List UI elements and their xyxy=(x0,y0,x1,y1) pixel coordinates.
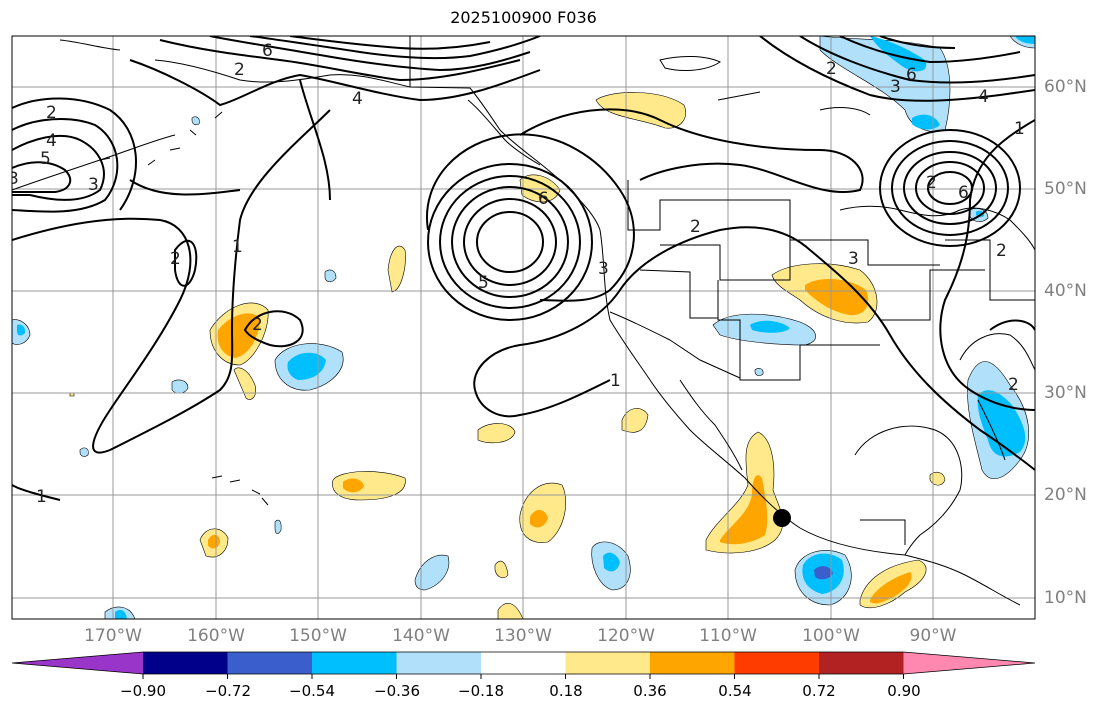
colorbar-tick-label: 0.36 xyxy=(633,682,667,700)
contour-label-2-h: 2 xyxy=(996,241,1007,261)
colorbar-tick-label: −0.54 xyxy=(289,682,335,700)
colorbar-segment xyxy=(819,652,904,674)
colorbar-segment xyxy=(734,652,820,674)
contour-label-4-b: 4 xyxy=(46,131,57,151)
colorbar-tick-label: 0.54 xyxy=(718,682,752,700)
lat-label-40n: 40°N xyxy=(1044,281,1087,301)
colorbar-segment xyxy=(481,652,566,674)
contour-label-6-a: 6 xyxy=(262,41,273,61)
shading-negative-strong xyxy=(814,566,833,580)
colorbar-extend-min xyxy=(12,652,143,674)
contour-label-3-c: 3 xyxy=(598,259,609,279)
colorbar-extend-max xyxy=(903,652,1035,674)
lon-label-160w: 160°W xyxy=(187,626,245,646)
contour-label-6-d: 6 xyxy=(958,183,969,203)
colorbar-tick-label: 0.18 xyxy=(549,682,583,700)
colorbar-tick-label: −0.18 xyxy=(458,682,504,700)
contour-label-2-g: 2 xyxy=(926,173,937,193)
colorbar-segment xyxy=(396,652,482,674)
lon-label-110w: 110°W xyxy=(699,626,757,646)
lon-label-150w: 150°W xyxy=(289,626,347,646)
lon-label-100w: 100°W xyxy=(802,626,860,646)
lon-label-140w: 140°W xyxy=(392,626,450,646)
contour-label-2-c: 2 xyxy=(170,249,181,269)
contour-label-4-c: 4 xyxy=(978,87,989,107)
colorbar-segment xyxy=(312,652,397,674)
contour-label-3-b: 3 xyxy=(88,175,99,195)
contour-label-3-d: 3 xyxy=(890,77,901,97)
contour-label-6-c: 6 xyxy=(906,65,917,85)
colorbar-segment xyxy=(143,652,228,674)
colorbar-tick-label: −0.72 xyxy=(205,682,251,700)
contour-label-1-a: 1 xyxy=(232,237,243,257)
contour-label-5-a: 5 xyxy=(40,149,51,169)
lat-label-20n: 20°N xyxy=(1044,485,1087,505)
contour-label-1-c: 1 xyxy=(1014,119,1025,139)
contour-label-2-i: 2 xyxy=(1008,375,1019,395)
lat-label-30n: 30°N xyxy=(1044,383,1087,403)
contour-label-2-a: 2 xyxy=(234,60,245,80)
contour-labels: 6 2 4 2 4 5 3 3 2 1 2 6 5 3 2 1 2 6 4 3 … xyxy=(8,41,1025,507)
contour-label-3-e: 3 xyxy=(848,249,859,269)
colorbar-segment xyxy=(650,652,735,674)
lat-label-10n: 10°N xyxy=(1044,588,1087,608)
lat-label-50n: 50°N xyxy=(1044,179,1087,199)
colorbar-tick-label: −0.36 xyxy=(374,682,420,700)
lon-label-130w: 130°W xyxy=(494,626,552,646)
contour-label-2-e: 2 xyxy=(690,217,701,237)
colorbar-tick-label: 0.72 xyxy=(802,682,836,700)
contour-label-6-b: 6 xyxy=(538,189,549,209)
plot-frame xyxy=(11,35,1036,620)
lon-label-120w: 120°W xyxy=(597,626,655,646)
lon-label-170w: 170°W xyxy=(84,626,142,646)
coastlines xyxy=(12,36,1035,606)
contours xyxy=(12,36,1035,501)
colorbar-tick-label: 0.90 xyxy=(887,682,921,700)
contour-label-3-a: 3 xyxy=(8,169,19,189)
location-marker xyxy=(773,509,791,527)
lon-label-90w: 90°W xyxy=(909,626,957,646)
contour-label-2-b: 2 xyxy=(46,103,57,123)
colorbar xyxy=(11,651,1036,679)
colorbar-segment xyxy=(227,652,313,674)
map-title: 2025100900 F036 xyxy=(450,8,597,27)
colorbar-segment xyxy=(565,652,651,674)
contour-label-1-b: 1 xyxy=(610,371,621,391)
contour-label-5-b: 5 xyxy=(478,273,489,293)
contour-label-2-f: 2 xyxy=(826,59,837,79)
lat-label-60n: 60°N xyxy=(1044,77,1087,97)
colorbar-tick-label: −0.90 xyxy=(120,682,166,700)
shading-positive-light xyxy=(69,92,946,619)
contour-label-1-d: 1 xyxy=(36,487,47,507)
contour-label-4-a: 4 xyxy=(352,89,363,109)
contour-label-2-d: 2 xyxy=(252,315,263,335)
